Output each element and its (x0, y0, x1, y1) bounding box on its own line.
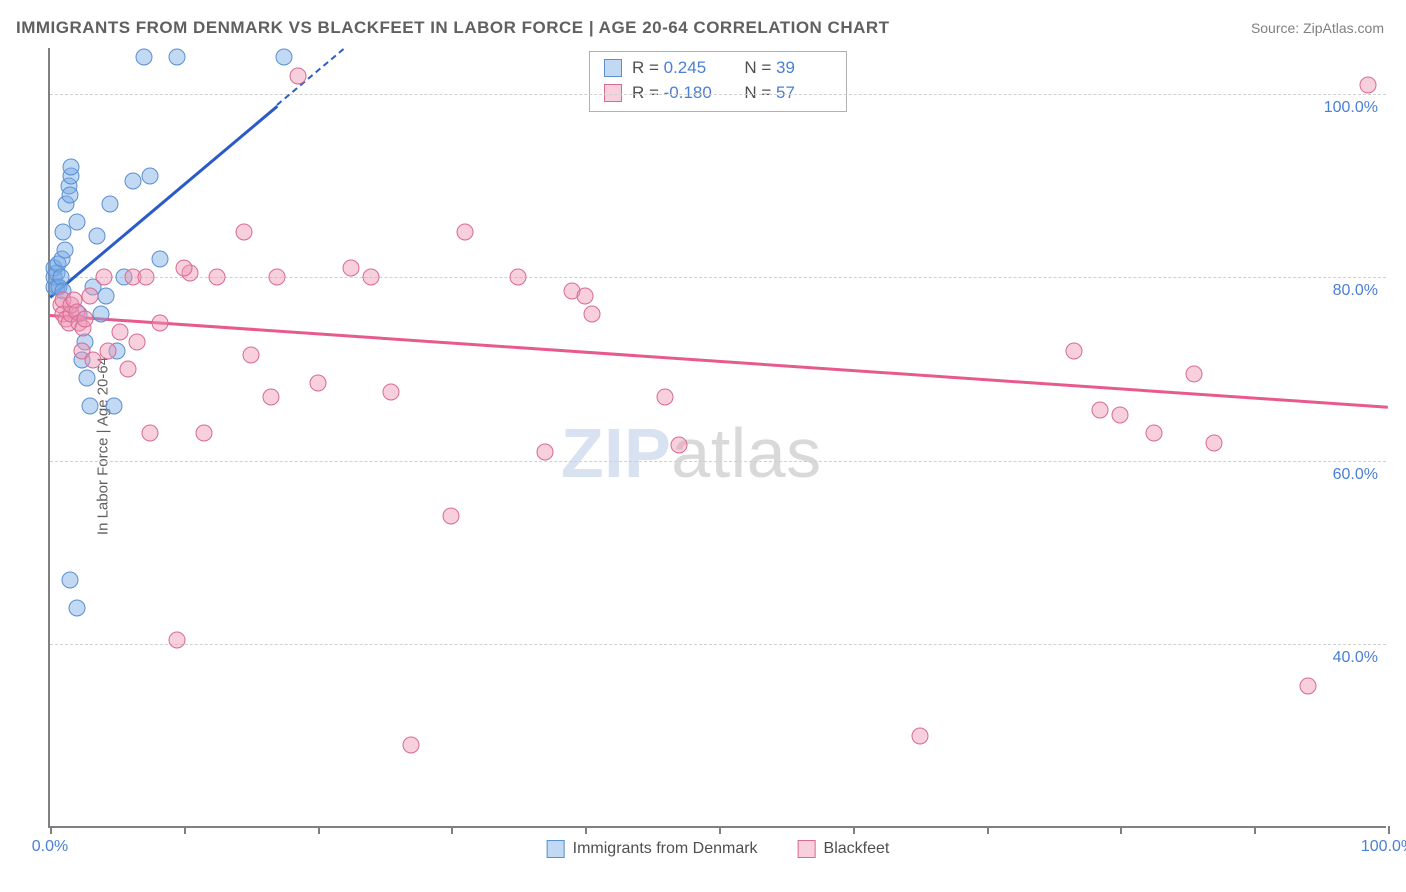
x-tick (987, 826, 989, 834)
x-tick (451, 826, 453, 834)
data-point-blackfeet (95, 269, 112, 286)
data-point-blackfeet (209, 269, 226, 286)
x-tick (1254, 826, 1256, 834)
data-point-blackfeet (309, 374, 326, 391)
data-point-blackfeet (1359, 76, 1376, 93)
chart-title: IMMIGRANTS FROM DENMARK VS BLACKFEET IN … (16, 18, 890, 38)
data-point-blackfeet (262, 388, 279, 405)
data-point-blackfeet (657, 388, 674, 405)
data-point-denmark (106, 397, 123, 414)
plot-area: ZIPatlas R = 0.245 N = 39 R = -0.180 N =… (48, 48, 1386, 828)
data-point-blackfeet (236, 223, 253, 240)
legend-label-denmark: Immigrants from Denmark (573, 840, 758, 858)
data-point-blackfeet (670, 437, 687, 454)
data-point-blackfeet (119, 361, 136, 378)
legend-swatch-denmark (604, 59, 622, 77)
data-point-blackfeet (138, 269, 155, 286)
stats-row-denmark: R = 0.245 N = 39 (604, 56, 832, 81)
gridline-h (50, 461, 1386, 462)
data-point-blackfeet (111, 324, 128, 341)
data-point-blackfeet (343, 260, 360, 277)
data-point-blackfeet (510, 269, 527, 286)
data-point-blackfeet (289, 67, 306, 84)
x-tick (1388, 826, 1390, 834)
x-tick-label: 0.0% (32, 838, 68, 856)
data-point-denmark (79, 370, 96, 387)
data-point-blackfeet (1092, 402, 1109, 419)
gridline-h (50, 94, 1386, 95)
y-tick-label: 60.0% (1333, 466, 1378, 484)
data-point-blackfeet (403, 737, 420, 754)
legend-swatch-blackfeet-2 (798, 840, 816, 858)
data-point-blackfeet (1185, 365, 1202, 382)
data-point-denmark (88, 228, 105, 245)
data-point-blackfeet (911, 728, 928, 745)
data-point-blackfeet (175, 260, 192, 277)
data-point-blackfeet (443, 508, 460, 525)
data-point-blackfeet (76, 310, 93, 327)
data-point-denmark (68, 599, 85, 616)
legend: Immigrants from Denmark Blackfeet (547, 840, 890, 858)
data-point-blackfeet (99, 342, 116, 359)
data-point-denmark (169, 49, 186, 66)
data-point-denmark (92, 306, 109, 323)
watermark: ZIPatlas (561, 413, 822, 493)
data-point-denmark (135, 49, 152, 66)
data-point-denmark (151, 251, 168, 268)
legend-item-denmark: Immigrants from Denmark (547, 840, 758, 858)
data-point-blackfeet (151, 315, 168, 332)
x-tick (318, 826, 320, 834)
data-point-blackfeet (128, 333, 145, 350)
data-point-blackfeet (195, 425, 212, 442)
source-attribution: Source: ZipAtlas.com (1251, 20, 1384, 36)
data-point-denmark (124, 173, 141, 190)
data-point-denmark (56, 241, 73, 258)
data-point-blackfeet (269, 269, 286, 286)
data-point-denmark (142, 168, 159, 185)
data-point-blackfeet (1112, 407, 1129, 424)
legend-swatch-denmark-2 (547, 840, 565, 858)
x-tick (853, 826, 855, 834)
stats-box: R = 0.245 N = 39 R = -0.180 N = 57 (589, 51, 847, 112)
data-point-blackfeet (169, 631, 186, 648)
data-point-blackfeet (1145, 425, 1162, 442)
x-tick (585, 826, 587, 834)
data-point-blackfeet (537, 443, 554, 460)
data-point-blackfeet (1299, 677, 1316, 694)
data-point-blackfeet (383, 384, 400, 401)
data-point-denmark (62, 572, 79, 589)
x-tick (719, 826, 721, 834)
x-tick (1120, 826, 1122, 834)
gridline-h (50, 644, 1386, 645)
legend-label-blackfeet: Blackfeet (824, 840, 890, 858)
trend-line (49, 105, 278, 298)
data-point-denmark (63, 159, 80, 176)
data-point-blackfeet (1065, 342, 1082, 359)
x-tick-label: 100.0% (1361, 838, 1406, 856)
y-tick-label: 40.0% (1333, 649, 1378, 667)
data-point-blackfeet (242, 347, 259, 364)
y-tick-label: 100.0% (1324, 99, 1378, 117)
y-tick-label: 80.0% (1333, 282, 1378, 300)
data-point-blackfeet (577, 287, 594, 304)
data-point-blackfeet (82, 287, 99, 304)
data-point-blackfeet (363, 269, 380, 286)
gridline-h (50, 277, 1386, 278)
x-tick (50, 826, 52, 834)
data-point-denmark (276, 49, 293, 66)
data-point-denmark (68, 214, 85, 231)
data-point-blackfeet (1206, 434, 1223, 451)
data-point-denmark (102, 196, 119, 213)
data-point-blackfeet (142, 425, 159, 442)
x-tick (184, 826, 186, 834)
data-point-denmark (62, 186, 79, 203)
data-point-blackfeet (456, 223, 473, 240)
legend-item-blackfeet: Blackfeet (798, 840, 890, 858)
data-point-denmark (82, 397, 99, 414)
data-point-blackfeet (583, 306, 600, 323)
